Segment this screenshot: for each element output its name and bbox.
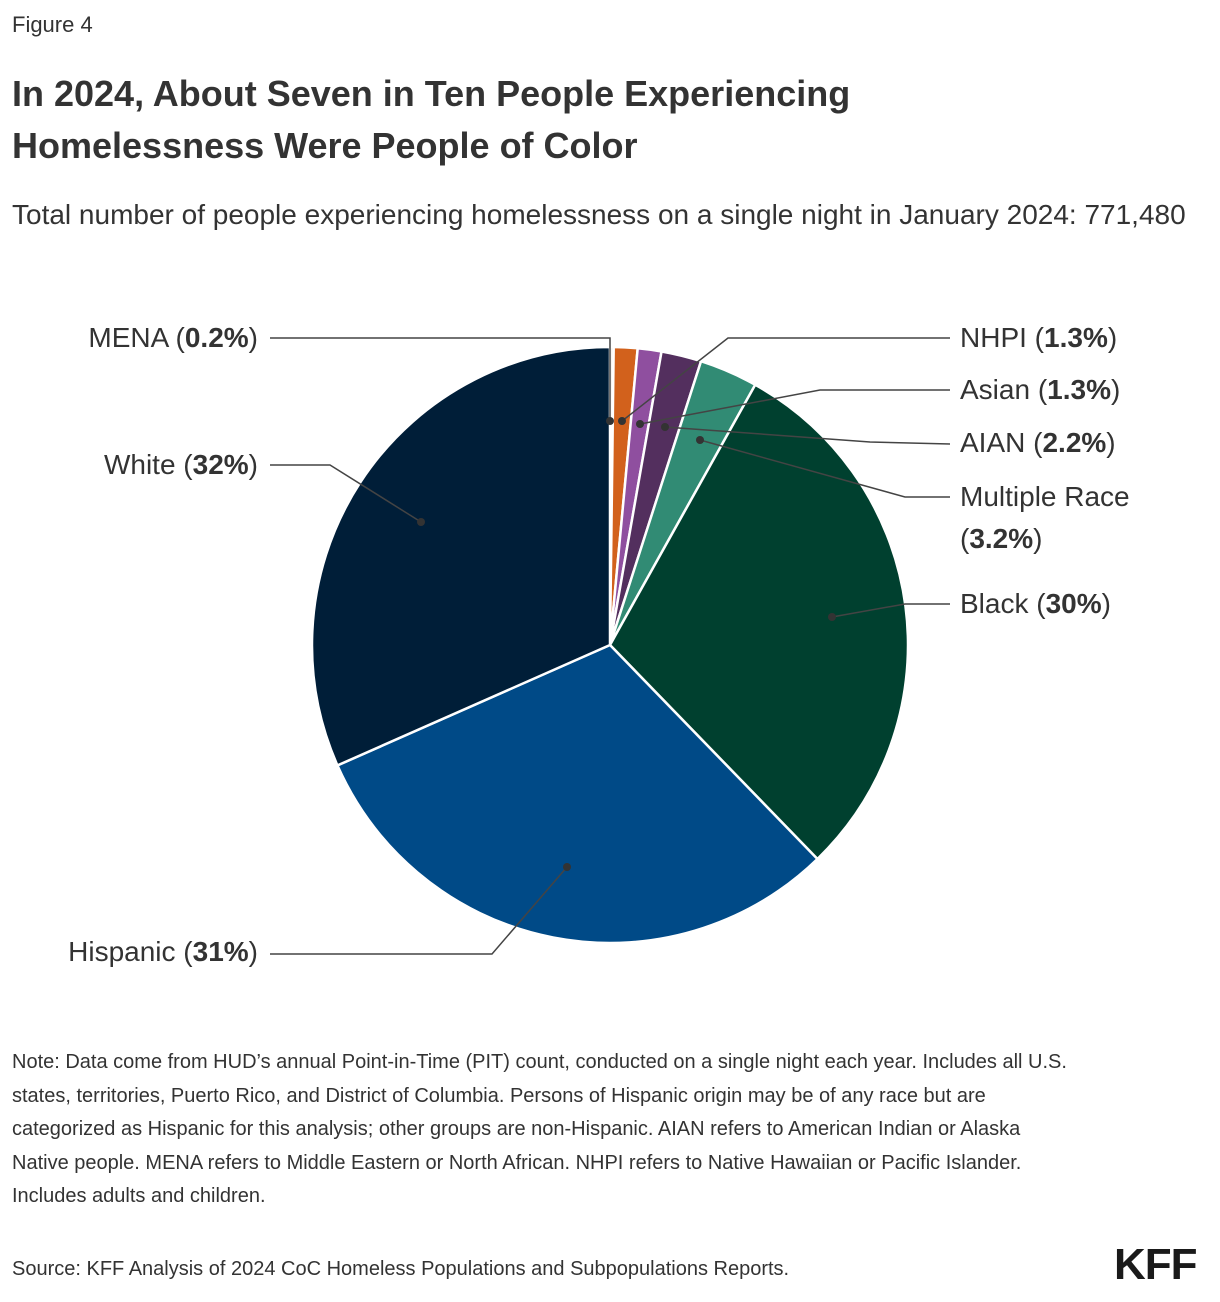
leader-line-asian (639, 389, 950, 425)
label-black: Black (30%) (960, 588, 1111, 619)
leader-line-white (270, 464, 422, 523)
label-nhpi: NHPI (1.3%) (960, 322, 1118, 353)
leader-dot-asian (636, 420, 644, 428)
kff-logo: KFF (1114, 1240, 1198, 1289)
label-white: White (32%) (103, 449, 258, 480)
pie-slice-white (310, 345, 612, 768)
pie-slice-hispanic (335, 643, 820, 945)
leader-line-hispanic (270, 866, 568, 955)
label-asian: Asian (1.3%) (960, 374, 1121, 405)
chart-subtitle: Total number of people experiencing home… (12, 199, 1186, 230)
chart-note: Note: Data come from HUD’s annual Point-… (12, 1051, 1067, 1207)
leader-dot-mena (606, 417, 614, 425)
label-multiple-race: Multiple Race (3.2%) (960, 481, 1130, 554)
chart-source: Source: KFF Analysis of 2024 CoC Homeles… (12, 1258, 790, 1280)
leader-line-mena (270, 337, 611, 421)
leader-line-multiple-race (699, 439, 950, 498)
leader-line-aian (664, 426, 951, 445)
leader-line-black (831, 603, 950, 618)
leader-dot-hispanic (563, 863, 571, 871)
chart-title: In 2024, About Seven in Ten People Exper… (12, 73, 851, 166)
leader-dot-multiple-race (696, 436, 704, 444)
label-aian: AIAN (2.2%) (960, 427, 1116, 458)
label-hispanic: Hispanic (31%) (68, 936, 258, 967)
leader-dot-aian (661, 423, 669, 431)
label-mena: MENA (0.2%) (88, 322, 258, 353)
leader-line-nhpi (621, 337, 950, 422)
leader-dot-black (828, 613, 836, 621)
leader-dot-white (417, 518, 425, 526)
pie-slice-black (608, 383, 910, 861)
leader-dot-nhpi (618, 417, 626, 425)
figure-label: Figure 4 (12, 12, 93, 37)
